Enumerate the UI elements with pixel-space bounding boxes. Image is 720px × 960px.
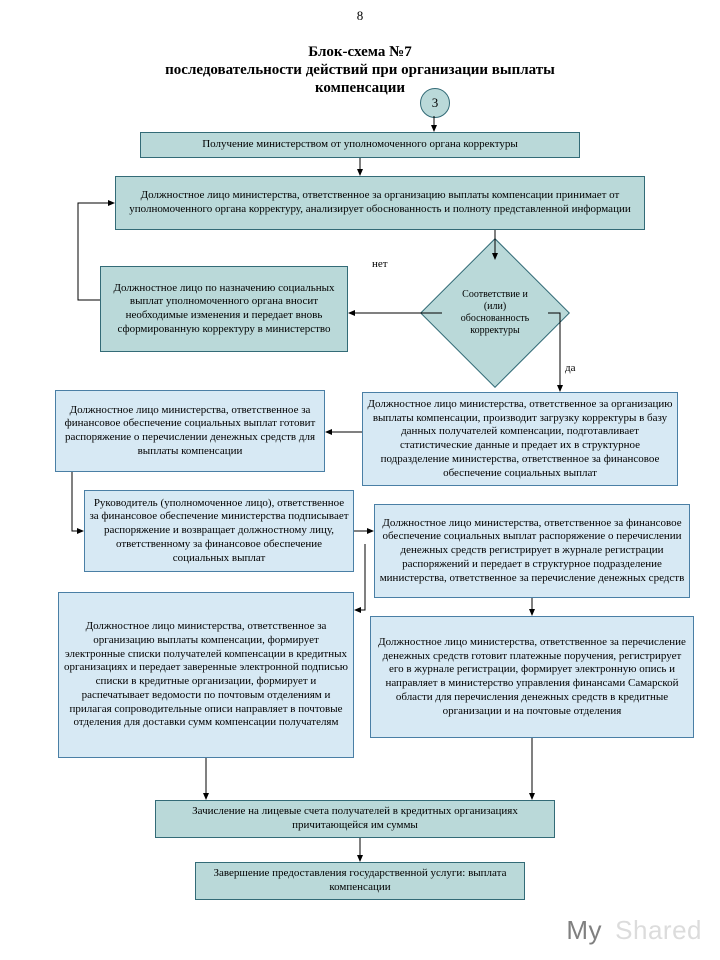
flowchart-page: 8 Блок-схема №7 последовательности дейст… [0, 0, 720, 960]
title-line-3: компенсации [0, 80, 720, 97]
node-return-correction: Должностное лицо по назначению социальны… [100, 266, 348, 352]
node-finish: Завершение предоставления государственно… [195, 862, 525, 900]
node-register-order: Должностное лицо министерства, ответстве… [374, 504, 690, 598]
title-line-1: Блок-схема №7 [0, 44, 720, 61]
node-sign-order: Руководитель (уполномоченное лицо), отве… [84, 490, 354, 572]
watermark-light: Shared [615, 915, 702, 946]
connector-label: 3 [432, 95, 439, 111]
title-line-2: последовательности действий при организа… [0, 62, 720, 79]
node-prepare-order: Должностное лицо министерства, ответстве… [55, 390, 325, 472]
node-form-lists: Должностное лицо министерства, ответстве… [58, 592, 354, 758]
node-credit-accounts: Зачисление на лицевые счета получателей … [155, 800, 555, 838]
label-no: нет [372, 258, 412, 270]
node-analyze: Должностное лицо министерства, ответстве… [115, 176, 645, 230]
watermark-dark: My [566, 915, 602, 946]
page-number: 8 [0, 8, 720, 24]
node-payment-orders: Должностное лицо министерства, ответстве… [370, 616, 694, 738]
decision-validity: Соответствие и (или) обоснованность корр… [442, 260, 548, 366]
label-yes: да [565, 362, 595, 374]
connector-circle: 3 [420, 88, 450, 118]
node-load-database: Должностное лицо министерства, ответстве… [362, 392, 678, 486]
node-receive-correction: Получение министерством от уполномоченно… [140, 132, 580, 158]
